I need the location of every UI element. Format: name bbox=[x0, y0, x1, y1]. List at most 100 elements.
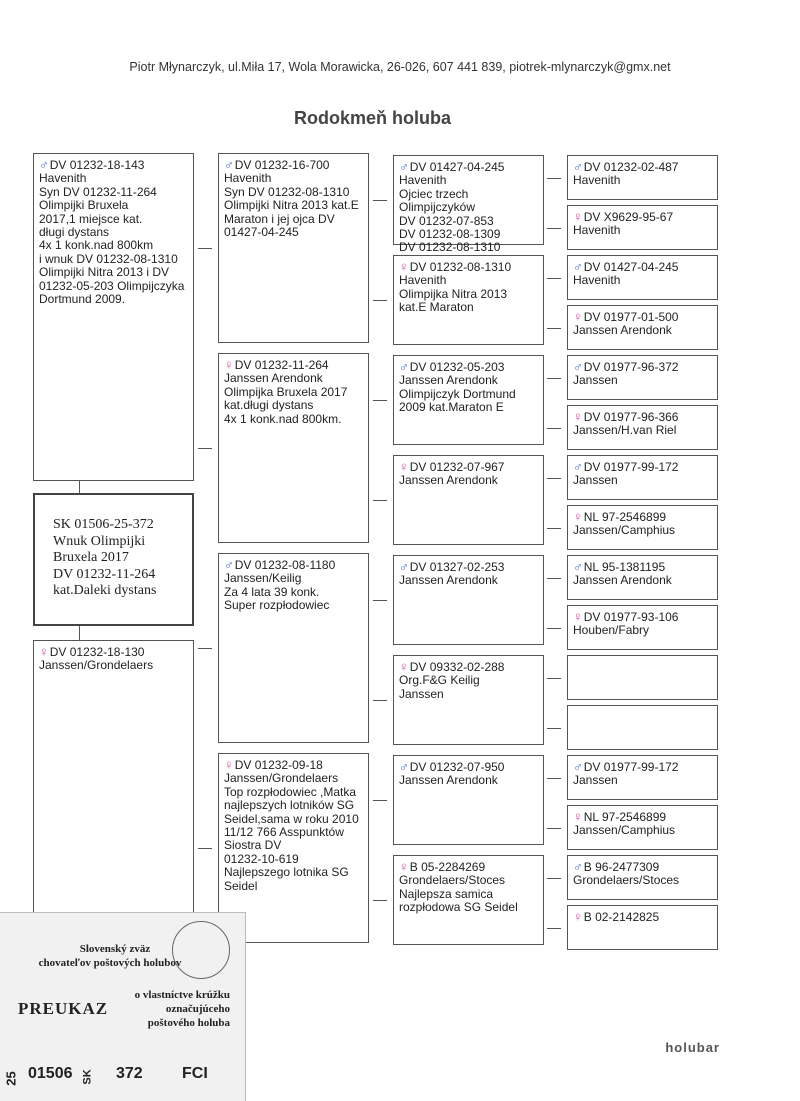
pedigree-line: ♂DV 01232-08-1180 bbox=[224, 558, 363, 572]
pedigree-line: ♀B 02-2142825 bbox=[573, 910, 712, 924]
pedigree-line: ♂DV 01427-04-245 bbox=[399, 160, 538, 174]
pedigree-text: Top rozpłodowiec ,Matka bbox=[224, 784, 357, 799]
sex-symbol: ♂ bbox=[399, 759, 409, 774]
pedigree-line: Maraton i jej ojca DV bbox=[224, 212, 363, 226]
pedigree-box bbox=[567, 705, 718, 750]
subject-box: SK 01506-25-372 Wnuk Olimpijki Bruxela 201… bbox=[33, 493, 194, 626]
pedigree-line: Janssen Arendonk bbox=[224, 372, 363, 385]
connector bbox=[547, 778, 561, 779]
pedigree-text: Olimpijki Nitra 2013 kat.E bbox=[224, 198, 359, 213]
pedigree-line: ♀DV X9629-95-67 bbox=[573, 210, 712, 224]
connector bbox=[547, 678, 561, 679]
pedigree-text: Havenith bbox=[573, 173, 621, 188]
pedigree-line: kat.długi dystans bbox=[224, 399, 363, 412]
sex-symbol: ♀ bbox=[573, 209, 583, 224]
pedigree-box: ♀DV X9629-95-67 Havenith bbox=[567, 205, 718, 250]
pedigree-box: ♂NL 95-1381195 Janssen Arendonk bbox=[567, 555, 718, 600]
pedigree-line: Seidel bbox=[224, 879, 363, 893]
pedigree-box: ♂DV 01232-05-203 Janssen Arendonk Olimpijc… bbox=[393, 355, 544, 445]
pedigree-line: DV 01232-08-1309 bbox=[399, 227, 538, 242]
card-desc: označujúceho bbox=[165, 1003, 230, 1015]
pedigree-box: ♀DV 01977-96-366 Janssen/H.van Riel bbox=[567, 405, 718, 450]
pedigree-line: ♀DV 01977-93-106 bbox=[573, 610, 712, 624]
pedigree-line: Olimpijki Nitra 2013 i DV bbox=[39, 266, 188, 279]
pedigree-text: Olimpijczyk Dortmund bbox=[399, 386, 516, 401]
pedigree-text: DV 01232-07-853 bbox=[399, 213, 494, 228]
pedigree-line: Olimpijczyków bbox=[399, 201, 538, 214]
sex-symbol: ♂ bbox=[573, 359, 583, 374]
pedigree-line: Olimpijki Bruxela bbox=[39, 199, 188, 212]
connector bbox=[198, 448, 212, 449]
pedigree-text: Olimpijka Bruxela 2017 bbox=[224, 384, 348, 399]
card-org: Slovenský zväz bbox=[79, 943, 151, 955]
pedigree-text: B 05-2284269 bbox=[409, 860, 486, 874]
pedigree-line: Grondelaers/Stoces bbox=[399, 874, 538, 887]
pedigree-text: Havenith bbox=[573, 223, 621, 238]
pedigree-line: DV 01232-08-1310 bbox=[399, 241, 538, 254]
card-year: 25 bbox=[3, 1071, 19, 1086]
pedigree-text: Havenith bbox=[399, 173, 447, 188]
card-country: SK bbox=[81, 1069, 94, 1085]
connector bbox=[373, 500, 387, 501]
connector bbox=[79, 626, 80, 640]
pedigree-line: 2017,1 miejsce kat. bbox=[39, 212, 188, 226]
sex-symbol: ♀ bbox=[399, 459, 409, 474]
pedigree-text: DV 01232-16-700 bbox=[234, 158, 330, 172]
pedigree-box: ♀B 02-2142825 bbox=[567, 905, 718, 950]
pedigree-box: ♂DV 01427-04-245 Havenith bbox=[567, 255, 718, 300]
pedigree-line: Olimpijka Nitra 2013 bbox=[399, 287, 538, 301]
sex-symbol: ♀ bbox=[224, 357, 234, 372]
pedigree-line: Havenith bbox=[39, 172, 188, 185]
pedigree-box: ♂DV 01977-99-172 Janssen bbox=[567, 755, 718, 800]
pedigree-line: ♀NL 97-2546899 bbox=[573, 810, 712, 824]
pedigree-text: najlepszych lotników SG bbox=[224, 798, 355, 813]
pedigree-text: DV 01977-99-172 bbox=[583, 460, 679, 474]
card-desc: o vlastníctve krúžku bbox=[134, 989, 230, 1001]
card-doc: PREUKAZ bbox=[18, 999, 109, 1018]
pedigree-box: ♂B 96-2477309 Grondelaers/Stoces bbox=[567, 855, 718, 900]
pedigree-line: Janssen/Grondelaers bbox=[224, 772, 363, 785]
sex-symbol: ♀ bbox=[573, 509, 583, 524]
pedigree-line: najlepszych lotników SG bbox=[224, 799, 363, 812]
pedigree-line: DV 01232-07-853 bbox=[399, 213, 538, 228]
pedigree-line: ♀DV 01232-08-1310 bbox=[399, 260, 538, 274]
pedigree-text: Janssen/Grondelaers bbox=[224, 771, 339, 786]
pedigree-line: ♂DV 01977-99-172 bbox=[573, 460, 712, 474]
pedigree-line: Najlepsza samica bbox=[399, 887, 538, 901]
pedigree-line: ♂DV 01977-96-372 bbox=[573, 360, 712, 374]
pedigree-line: Dortmund 2009. bbox=[39, 292, 188, 306]
subject-line: kat.Daleki dystans bbox=[53, 583, 157, 598]
pedigree-line: Havenith bbox=[224, 172, 363, 185]
pedigree-text: rozpłodowa SG Seidel bbox=[399, 900, 518, 915]
page-title: Rodokmeň holuba bbox=[294, 108, 451, 128]
sex-symbol: ♀ bbox=[573, 809, 583, 824]
pedigree-line: 4x 1 konk.nad 800km. bbox=[224, 412, 363, 426]
connector bbox=[373, 400, 387, 401]
pedigree-text: Ojciec trzech bbox=[399, 186, 469, 201]
footer-logo: holubar bbox=[665, 1040, 720, 1055]
pedigree-text: DV 01232-08-1309 bbox=[399, 227, 501, 242]
pedigree-text: Za 4 lata 39 konk. bbox=[224, 584, 320, 599]
pedigree-text: DV 01327-02-253 bbox=[409, 560, 505, 574]
pedigree-line: Houben/Fabry bbox=[573, 624, 712, 637]
pedigree-text: Olimpijki Bruxela bbox=[39, 198, 129, 213]
pedigree-line: ♀B 05-2284269 bbox=[399, 860, 538, 874]
pedigree-line: ♀DV 01977-01-500 bbox=[573, 310, 712, 324]
connector bbox=[547, 878, 561, 879]
pedigree-text: Janssen Arendonk bbox=[399, 373, 498, 388]
pedigree-text: kat.E Maraton bbox=[399, 300, 474, 315]
pedigree-box: ♂DV 01427-04-245 Havenith Ojciec trzech Oli… bbox=[393, 155, 544, 254]
pedigree-text: B 96-2477309 bbox=[583, 860, 660, 874]
sex-symbol: ♂ bbox=[573, 859, 583, 874]
pedigree-line: ♂DV 01427-04-245 bbox=[573, 260, 712, 274]
pedigree-line: 11/12 766 Asspunktów bbox=[224, 825, 363, 839]
pedigree-line: Za 4 lata 39 konk. bbox=[224, 584, 363, 599]
pedigree-box: ♀B 05-2284269 Grondelaers/Stoces Najlepsza… bbox=[393, 855, 544, 945]
pedigree-line: Seidel,sama w roku 2010 bbox=[224, 812, 363, 826]
pedigree-text: Janssen/Grondelaers bbox=[39, 658, 154, 673]
connector bbox=[547, 928, 561, 929]
sex-symbol: ♀ bbox=[573, 409, 583, 424]
id-card: Slovenský zväz chovateľov poštových holu… bbox=[0, 912, 246, 1101]
pedigree-text: DV 01427-04-245 bbox=[409, 160, 505, 174]
pedigree-line: Janssen bbox=[573, 474, 712, 487]
